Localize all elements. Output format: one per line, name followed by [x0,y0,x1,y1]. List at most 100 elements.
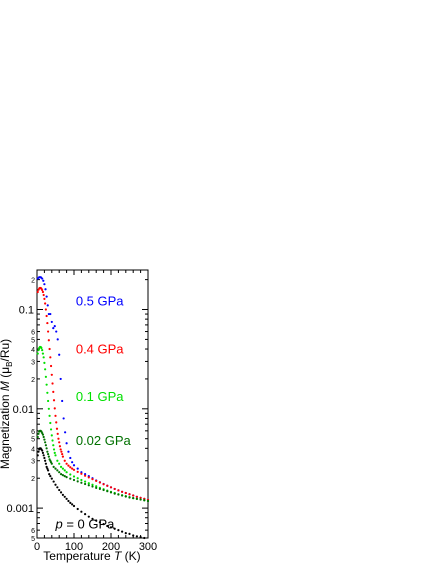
data-point [109,486,113,489]
data-point [61,473,64,477]
data-point [109,526,113,529]
data-point [132,534,135,537]
data-point [45,383,48,386]
data-point [128,532,131,535]
data-point [69,477,72,480]
data-point [98,481,101,484]
series-label: 0.1 GPa [76,389,124,404]
data-point [58,462,61,465]
data-point [61,452,64,456]
data-point [71,461,74,464]
data-point [59,448,62,451]
data-point [51,439,54,442]
data-point [52,444,55,447]
y-minor-tick-label: 2 [31,476,35,483]
data-point [95,479,98,482]
data-point [45,295,48,298]
data-point [41,288,44,292]
data-point [50,320,53,324]
data-point [36,352,39,355]
data-point [59,377,62,381]
data-point [87,484,90,487]
data-point [80,478,83,482]
data-point [106,484,109,487]
data-point [47,407,50,410]
data-point [65,476,68,479]
data-point [49,356,52,359]
data-point [128,493,131,496]
data-point [48,473,51,476]
data-point [50,373,53,376]
data-point [84,513,87,516]
data-point [58,353,61,356]
data-point [65,442,68,445]
series-label: 0.5 GPa [76,293,124,308]
data-point [80,471,83,474]
data-point [60,450,63,453]
data-point [91,517,94,520]
data-point [41,277,44,280]
series-labels: 0.5 GPa 0.4 GPa 0.1 GPa 0.02 GPa p = 0 GPa [55,293,132,531]
data-point [95,485,98,488]
data-point [42,293,45,297]
data-point [52,448,56,451]
y-minor-tick-label: 6 [31,429,35,436]
data-point [61,455,64,458]
data-point [143,536,146,540]
data-point [63,495,66,498]
data-point [44,459,47,462]
series-0-02-gpa [36,429,150,503]
data-point [50,477,53,480]
data-point [58,441,61,444]
y-minor-tick-label: 5 [31,437,35,444]
data-point [41,433,45,436]
data-point [67,464,70,467]
data-point [43,438,46,441]
series-p-0-gpa [36,447,146,540]
data-point [36,454,39,457]
y-minor-tick-label: 4 [31,347,35,354]
data-point [55,330,58,333]
data-point [44,441,47,444]
data-point [47,339,50,342]
data-point [61,467,64,470]
data-point [56,486,59,489]
data-point [41,451,45,454]
plot-frame [36,269,149,539]
data-point [51,382,54,385]
data-point [49,475,52,478]
data-point [63,469,66,472]
data-point [36,290,39,294]
data-point [46,321,49,325]
data-point [71,503,74,506]
data-point [37,349,40,352]
data-point [55,427,59,430]
data-point [45,447,48,450]
data-point [128,496,131,499]
data-point [56,432,59,435]
data-point [55,421,58,424]
data-point [87,482,90,485]
data-point [80,472,83,475]
data-point [76,480,79,483]
data-point [44,302,47,305]
data-point [67,450,70,453]
data-point [49,364,53,368]
data-point [43,361,46,364]
data-point [42,454,45,457]
y-tick-label: 0.001 [6,503,34,515]
data-point [109,491,113,494]
data-point [117,489,120,492]
data-point [50,462,53,465]
y-minor-tick-label: 6 [31,528,35,535]
data-point [56,469,59,472]
data-point [37,432,40,435]
data-point [41,449,44,452]
data-point [84,480,87,483]
data-point [146,499,150,503]
data-point [42,356,45,359]
data-point [91,483,94,486]
data-point [54,414,57,417]
